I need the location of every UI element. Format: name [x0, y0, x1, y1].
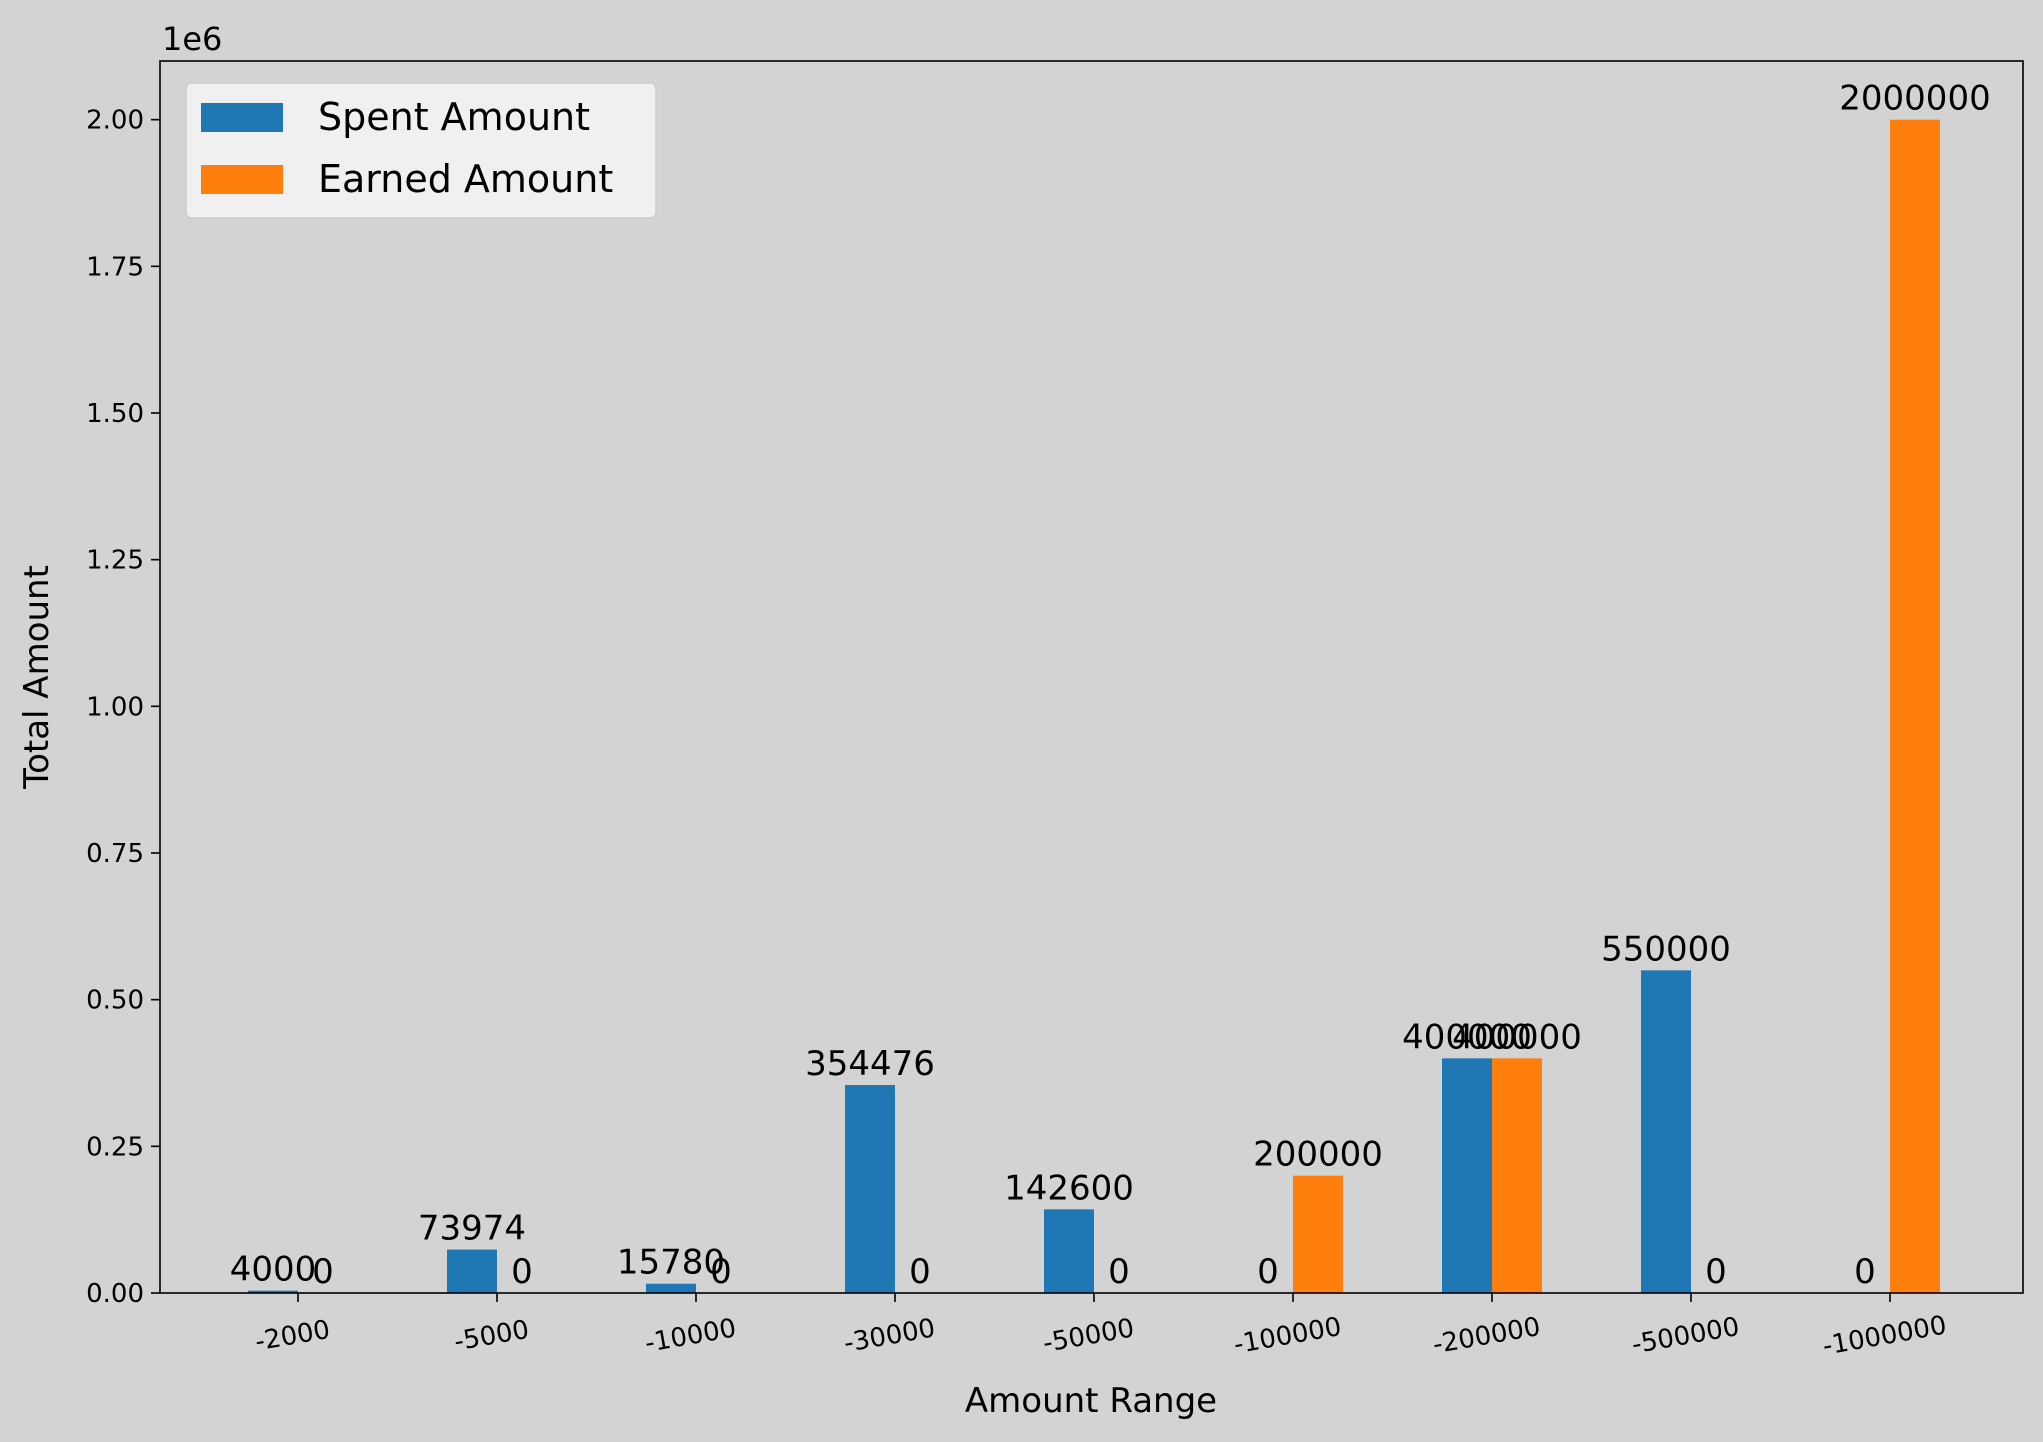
y-tick-label-1: 0.25	[86, 1132, 144, 1162]
value-label-earned-7: 0	[1705, 1252, 1727, 1292]
value-label-spent-5: 0	[1257, 1252, 1279, 1292]
y-tick-label-4: 1.00	[86, 692, 144, 722]
x-axis: -2000 -5000 -10000 -30000 -50000 -100000 -2000…	[253, 1293, 1949, 1362]
legend: Spent Amount Earned Amount	[185, 82, 657, 219]
bar-spent-7	[1641, 970, 1691, 1293]
y-tick-label-3: 0.75	[86, 839, 144, 869]
value-label-spent-0: 4000	[230, 1250, 317, 1290]
y-tick-label-0: 0.00	[86, 1279, 144, 1309]
value-label-earned-0: 0	[312, 1252, 334, 1292]
legend-swatch-spent	[201, 103, 283, 132]
value-label-earned-6: 400000	[1452, 1017, 1582, 1057]
plot-frame	[159, 60, 2024, 1294]
bar-spent-6	[1442, 1058, 1492, 1293]
legend-label-spent: Spent Amount	[318, 95, 590, 139]
bar-earned-5	[1293, 1175, 1343, 1293]
value-label-spent-3: 354476	[805, 1044, 935, 1084]
value-label-earned-2: 0	[710, 1252, 732, 1292]
y-tick-label-8: 2.00	[86, 106, 144, 136]
y-tick-label-2: 0.50	[86, 986, 144, 1016]
value-label-earned-3: 0	[909, 1252, 931, 1292]
bar-spent-1	[447, 1249, 497, 1293]
legend-swatch-earned	[201, 165, 283, 194]
value-label-earned-1: 0	[511, 1252, 533, 1292]
value-label-spent-7: 550000	[1601, 929, 1731, 969]
value-label-spent-1: 73974	[418, 1209, 526, 1249]
bars-layer	[248, 119, 1940, 1294]
bar-spent-3	[845, 1085, 895, 1293]
value-label-spent-2: 15780	[617, 1243, 725, 1283]
y-tick-label-5: 1.25	[86, 546, 144, 576]
y-tick-label-7: 1.75	[86, 252, 144, 282]
y-tick-label-6: 1.50	[86, 399, 144, 429]
bar-earned-8	[1890, 119, 1940, 1294]
y-axis-label: Total Amount	[17, 565, 57, 790]
bar-spent-2	[646, 1283, 696, 1293]
bar-spent-0	[248, 1290, 298, 1293]
y-offset-text: 1e6	[162, 20, 222, 58]
bar-spent-4	[1044, 1209, 1094, 1293]
y-axis: 0.00 0.25 0.50 0.75 1.00 1.25 1.50 1.75 2.00	[86, 106, 160, 1309]
value-label-spent-6: 400000	[1402, 1017, 1532, 1057]
bar-earned-6	[1492, 1058, 1542, 1293]
value-label-spent-8: 0	[1854, 1252, 1876, 1292]
value-label-earned-4: 0	[1108, 1252, 1130, 1292]
legend-frame	[185, 82, 657, 219]
value-label-earned-8: 2000000	[1839, 79, 1990, 119]
value-label-spent-4: 142600	[1004, 1168, 1134, 1208]
value-label-earned-5: 200000	[1253, 1135, 1383, 1175]
legend-label-earned: Earned Amount	[318, 157, 613, 201]
x-axis-label: Amount Range	[965, 1381, 1217, 1421]
